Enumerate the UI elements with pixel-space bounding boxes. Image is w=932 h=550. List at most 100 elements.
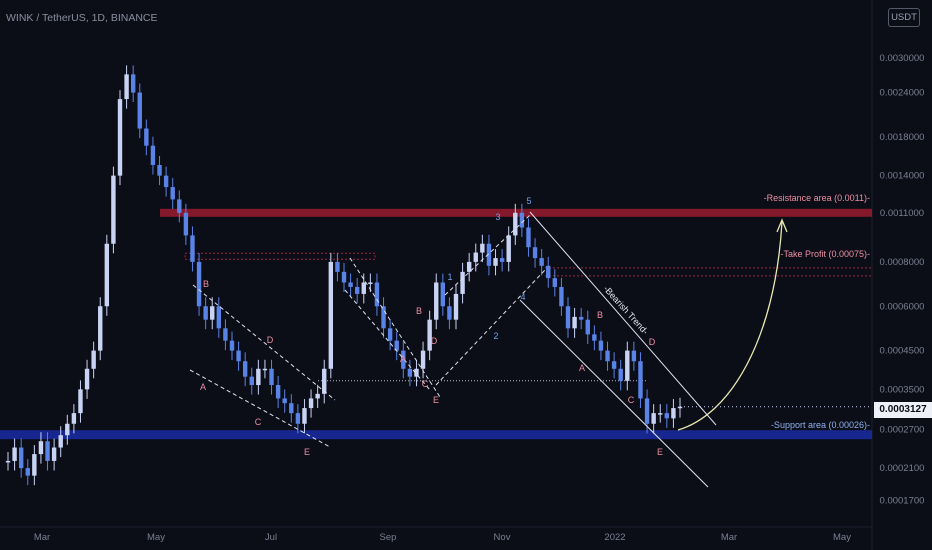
y-tick-label: 0.0002100 (880, 463, 925, 474)
candle-body (163, 175, 169, 188)
x-tick-label: 2022 (604, 532, 625, 543)
channel-line-wave-1 (192, 284, 336, 401)
candle-body (585, 319, 590, 335)
candle-body (526, 227, 531, 248)
wave-label: A (200, 382, 206, 392)
candle-body (51, 447, 57, 461)
candle-body (513, 212, 518, 236)
candle-body (91, 350, 96, 369)
candle-body (190, 235, 195, 262)
candle-body (84, 368, 90, 390)
candle-body (295, 413, 301, 424)
candle-body (460, 271, 465, 294)
candle-body (631, 350, 637, 362)
support-band (0, 430, 872, 440)
candle-body (130, 74, 136, 93)
candle-body (210, 306, 215, 320)
y-tick-label: 0.0014000 (880, 171, 925, 182)
bearish-trend-label: -Bearish Trend- (602, 284, 651, 337)
candle-body (374, 282, 380, 307)
candle-body (572, 316, 577, 329)
channel-line-impulse (444, 214, 531, 296)
level-label: -Take Profit (0.00075)- (780, 249, 870, 259)
candle-body (427, 319, 432, 351)
candle-body (546, 265, 551, 279)
y-tick-label: 0.0001700 (880, 496, 925, 507)
candle-body (420, 350, 426, 369)
candle-body (137, 92, 142, 129)
wave-label: B (416, 306, 422, 316)
candle-body (170, 187, 175, 200)
candle-body (625, 350, 630, 381)
candle-body (282, 398, 287, 404)
candle-body (592, 334, 597, 341)
channel-line-wave-2 (344, 289, 431, 391)
candle-body (5, 460, 11, 463)
candle-body (117, 99, 123, 176)
candle-body (45, 441, 50, 461)
candle-body (111, 175, 116, 244)
bearish-channel-lower (519, 299, 709, 488)
candle-body (658, 413, 663, 415)
candle-body (453, 293, 459, 320)
x-tick-label: May (833, 532, 851, 543)
candle-body (361, 282, 366, 294)
candle-body (177, 199, 182, 213)
wave-label: A (400, 354, 406, 364)
candle-body (104, 243, 110, 307)
candle-body (532, 247, 538, 259)
candle-body (308, 398, 314, 409)
y-tick-label: 0.0006000 (880, 301, 925, 312)
x-tick-label: Sep (380, 532, 397, 543)
candle-body (368, 282, 373, 284)
wave-label: 5 (526, 196, 531, 206)
currency-button[interactable]: USDT (888, 8, 920, 27)
candle-body (473, 252, 478, 262)
candle-body (447, 306, 452, 320)
wave-label: E (657, 447, 663, 457)
candle-body (354, 286, 360, 294)
wave-label: 1 (447, 272, 452, 282)
symbol-title: WINK / TetherUS, 1D, BINANCE (6, 12, 158, 24)
wave-label: D (649, 337, 656, 347)
candle-body (664, 413, 670, 419)
candle-body (401, 350, 406, 369)
candle-body (677, 406, 683, 409)
wave-label: A (579, 363, 585, 373)
y-tick-label: 0.0030000 (880, 53, 925, 64)
y-tick-label: 0.0008000 (880, 257, 925, 268)
candle-body (302, 408, 307, 424)
y-tick-label: 0.0003500 (880, 384, 925, 395)
candle-body (440, 282, 446, 307)
candle-body (249, 376, 254, 386)
projection-curve (677, 221, 783, 431)
candle-body (644, 398, 650, 424)
wave-label: C (255, 417, 262, 427)
candle-body (229, 340, 235, 351)
candle-body (539, 258, 544, 266)
resistance-box-old (184, 252, 376, 260)
level-label: -Resistance area (0.0011)- (764, 193, 870, 203)
x-tick-label: May (147, 532, 165, 543)
candle-body (328, 261, 334, 369)
candle-body (387, 328, 393, 341)
x-tick-label: Mar (34, 532, 50, 543)
candle-body (150, 145, 156, 165)
candle-body (565, 306, 571, 329)
candle-body (638, 361, 643, 399)
candle-body (486, 243, 492, 266)
wave-label: E (304, 447, 310, 457)
candle-body (414, 368, 419, 377)
candle-body (38, 441, 44, 455)
candle-body (341, 271, 347, 283)
candle-body (262, 368, 268, 371)
candle-body (78, 389, 83, 414)
candle-body (381, 306, 386, 329)
candle-body (335, 261, 340, 272)
y-tick-label: 0.0011000 (880, 208, 924, 219)
candle-body (519, 212, 525, 228)
candle-body (605, 350, 610, 362)
candle-body (506, 235, 511, 262)
candle-body (236, 350, 241, 362)
